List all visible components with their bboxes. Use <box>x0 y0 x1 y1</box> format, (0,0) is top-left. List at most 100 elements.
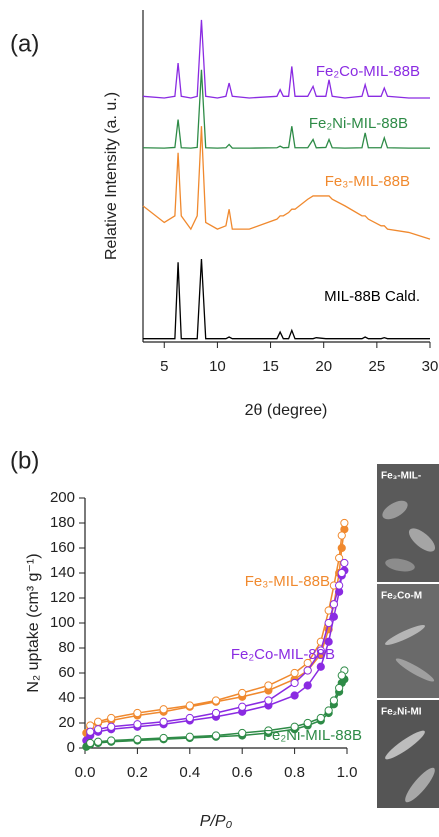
desorption-point <box>329 600 338 609</box>
desorption-point <box>238 688 247 698</box>
desorption-point <box>335 581 344 590</box>
adsorption-point <box>316 662 325 671</box>
series-label: Fe₃-MIL-88B <box>245 573 330 590</box>
desorption-point <box>324 618 333 628</box>
spectrum-line <box>142 126 431 240</box>
adsorption-point <box>290 691 299 700</box>
crystal <box>385 730 425 760</box>
spectrum-line <box>142 69 430 149</box>
x-tick-label: 0.0 <box>75 764 96 781</box>
desorption-point <box>290 678 299 688</box>
desorption-point <box>94 725 103 734</box>
panel-label: (a) <box>10 30 39 57</box>
panel-label: (b) <box>10 447 39 474</box>
y-axis-label: N₂ uptake (cm³ g⁻¹) <box>25 553 42 692</box>
desorption-point <box>133 720 142 729</box>
desorption-point <box>159 717 168 726</box>
desorption-point <box>303 718 312 728</box>
desorption-point <box>264 681 273 690</box>
desorption-point <box>107 713 116 723</box>
desorption-point <box>340 558 349 568</box>
desorption-point <box>107 736 116 745</box>
adsorption-point <box>337 543 346 553</box>
y-tick-label: 120 <box>50 589 75 606</box>
x-tick-label: 15 <box>262 358 279 375</box>
desorption-point <box>185 713 194 723</box>
x-tick-label: 0.2 <box>127 764 148 781</box>
x-tick-label: 20 <box>315 358 332 375</box>
desorption-point <box>335 683 344 693</box>
desorption-point <box>324 706 333 715</box>
desorption-point <box>185 732 194 741</box>
desorption-point <box>94 717 103 726</box>
desorption-point <box>335 553 344 563</box>
series-label: Fe₂Ni-MIL-88B <box>309 115 408 132</box>
series-label: Fe₃-MIL-88B <box>325 173 410 190</box>
y-tick-label: 80 <box>58 639 75 656</box>
x-tick-label: 30 <box>422 358 439 375</box>
image-label: Fe₂Co-M <box>381 591 422 602</box>
series-label: Fe₂Ni-MIL-88B <box>263 727 362 744</box>
y-tick-label: 60 <box>58 664 75 681</box>
y-tick-label: 100 <box>50 614 75 631</box>
y-tick-label: 40 <box>58 689 75 706</box>
desorption-point <box>133 708 142 718</box>
x-tick-label: 5 <box>160 358 168 375</box>
desorption-point <box>337 568 346 578</box>
x-axis-label: 2θ (degree) <box>245 402 328 419</box>
x-tick-label: 10 <box>209 358 226 375</box>
desorption-point <box>86 738 95 748</box>
series-label: Fe₂Co-MIL-88B <box>231 646 335 663</box>
y-tick-label: 180 <box>50 514 75 531</box>
crystal <box>408 528 436 552</box>
image-label: Fe₃-MIL- <box>381 471 421 482</box>
x-axis-label: P/P₀ <box>200 813 233 830</box>
x-tick-label: 0.8 <box>284 764 305 781</box>
crystal <box>382 500 408 520</box>
y-tick-label: 200 <box>50 489 75 506</box>
desorption-point <box>329 696 338 705</box>
desorption-point <box>337 531 346 540</box>
desorption-point <box>94 737 103 746</box>
desorption-point <box>316 646 325 655</box>
y-tick-label: 160 <box>50 539 75 556</box>
sem-images: Fe₃-MIL- Fe₂Co-M Fe₂Ni-MI <box>377 464 439 808</box>
desorption-point <box>340 518 349 528</box>
adsorption-point <box>324 637 333 646</box>
adsorption-point <box>303 681 312 690</box>
desorption-point <box>316 713 325 723</box>
x-tick-label: 25 <box>369 358 386 375</box>
x-tick-label: 0.4 <box>179 764 200 781</box>
desorption-point <box>159 733 168 743</box>
desorption-point <box>133 735 142 744</box>
y-tick-label: 20 <box>58 714 75 731</box>
desorption-point <box>238 702 247 711</box>
desorption-point <box>238 728 247 738</box>
desorption-point <box>107 722 116 731</box>
crystal <box>384 625 426 645</box>
y-axis-label: Relative Intensity (a. u.) <box>103 92 120 260</box>
desorption-point <box>337 671 346 680</box>
desorption-point <box>86 727 95 736</box>
desorption-point <box>264 726 273 735</box>
crystal <box>385 558 415 572</box>
crystal <box>405 767 435 803</box>
desorption-point <box>185 701 194 710</box>
spectrum-line <box>143 258 430 340</box>
desorption-point <box>290 722 299 731</box>
crystal <box>395 658 435 682</box>
series-label: Fe₂Co-MIL-88B <box>316 63 420 80</box>
x-tick-label: 1.0 <box>337 764 358 781</box>
spectrum-line <box>142 19 430 99</box>
desorption-point <box>159 705 168 714</box>
y-tick-label: 140 <box>50 564 75 581</box>
desorption-point <box>211 731 221 740</box>
desorption-point <box>303 666 312 675</box>
x-tick-label: 0.6 <box>232 764 253 781</box>
y-tick-label: 0 <box>67 739 75 756</box>
series-label: MIL-88B Cald. <box>324 288 420 305</box>
desorption-point <box>211 708 221 718</box>
desorption-point <box>211 696 221 705</box>
desorption-point <box>290 668 299 678</box>
